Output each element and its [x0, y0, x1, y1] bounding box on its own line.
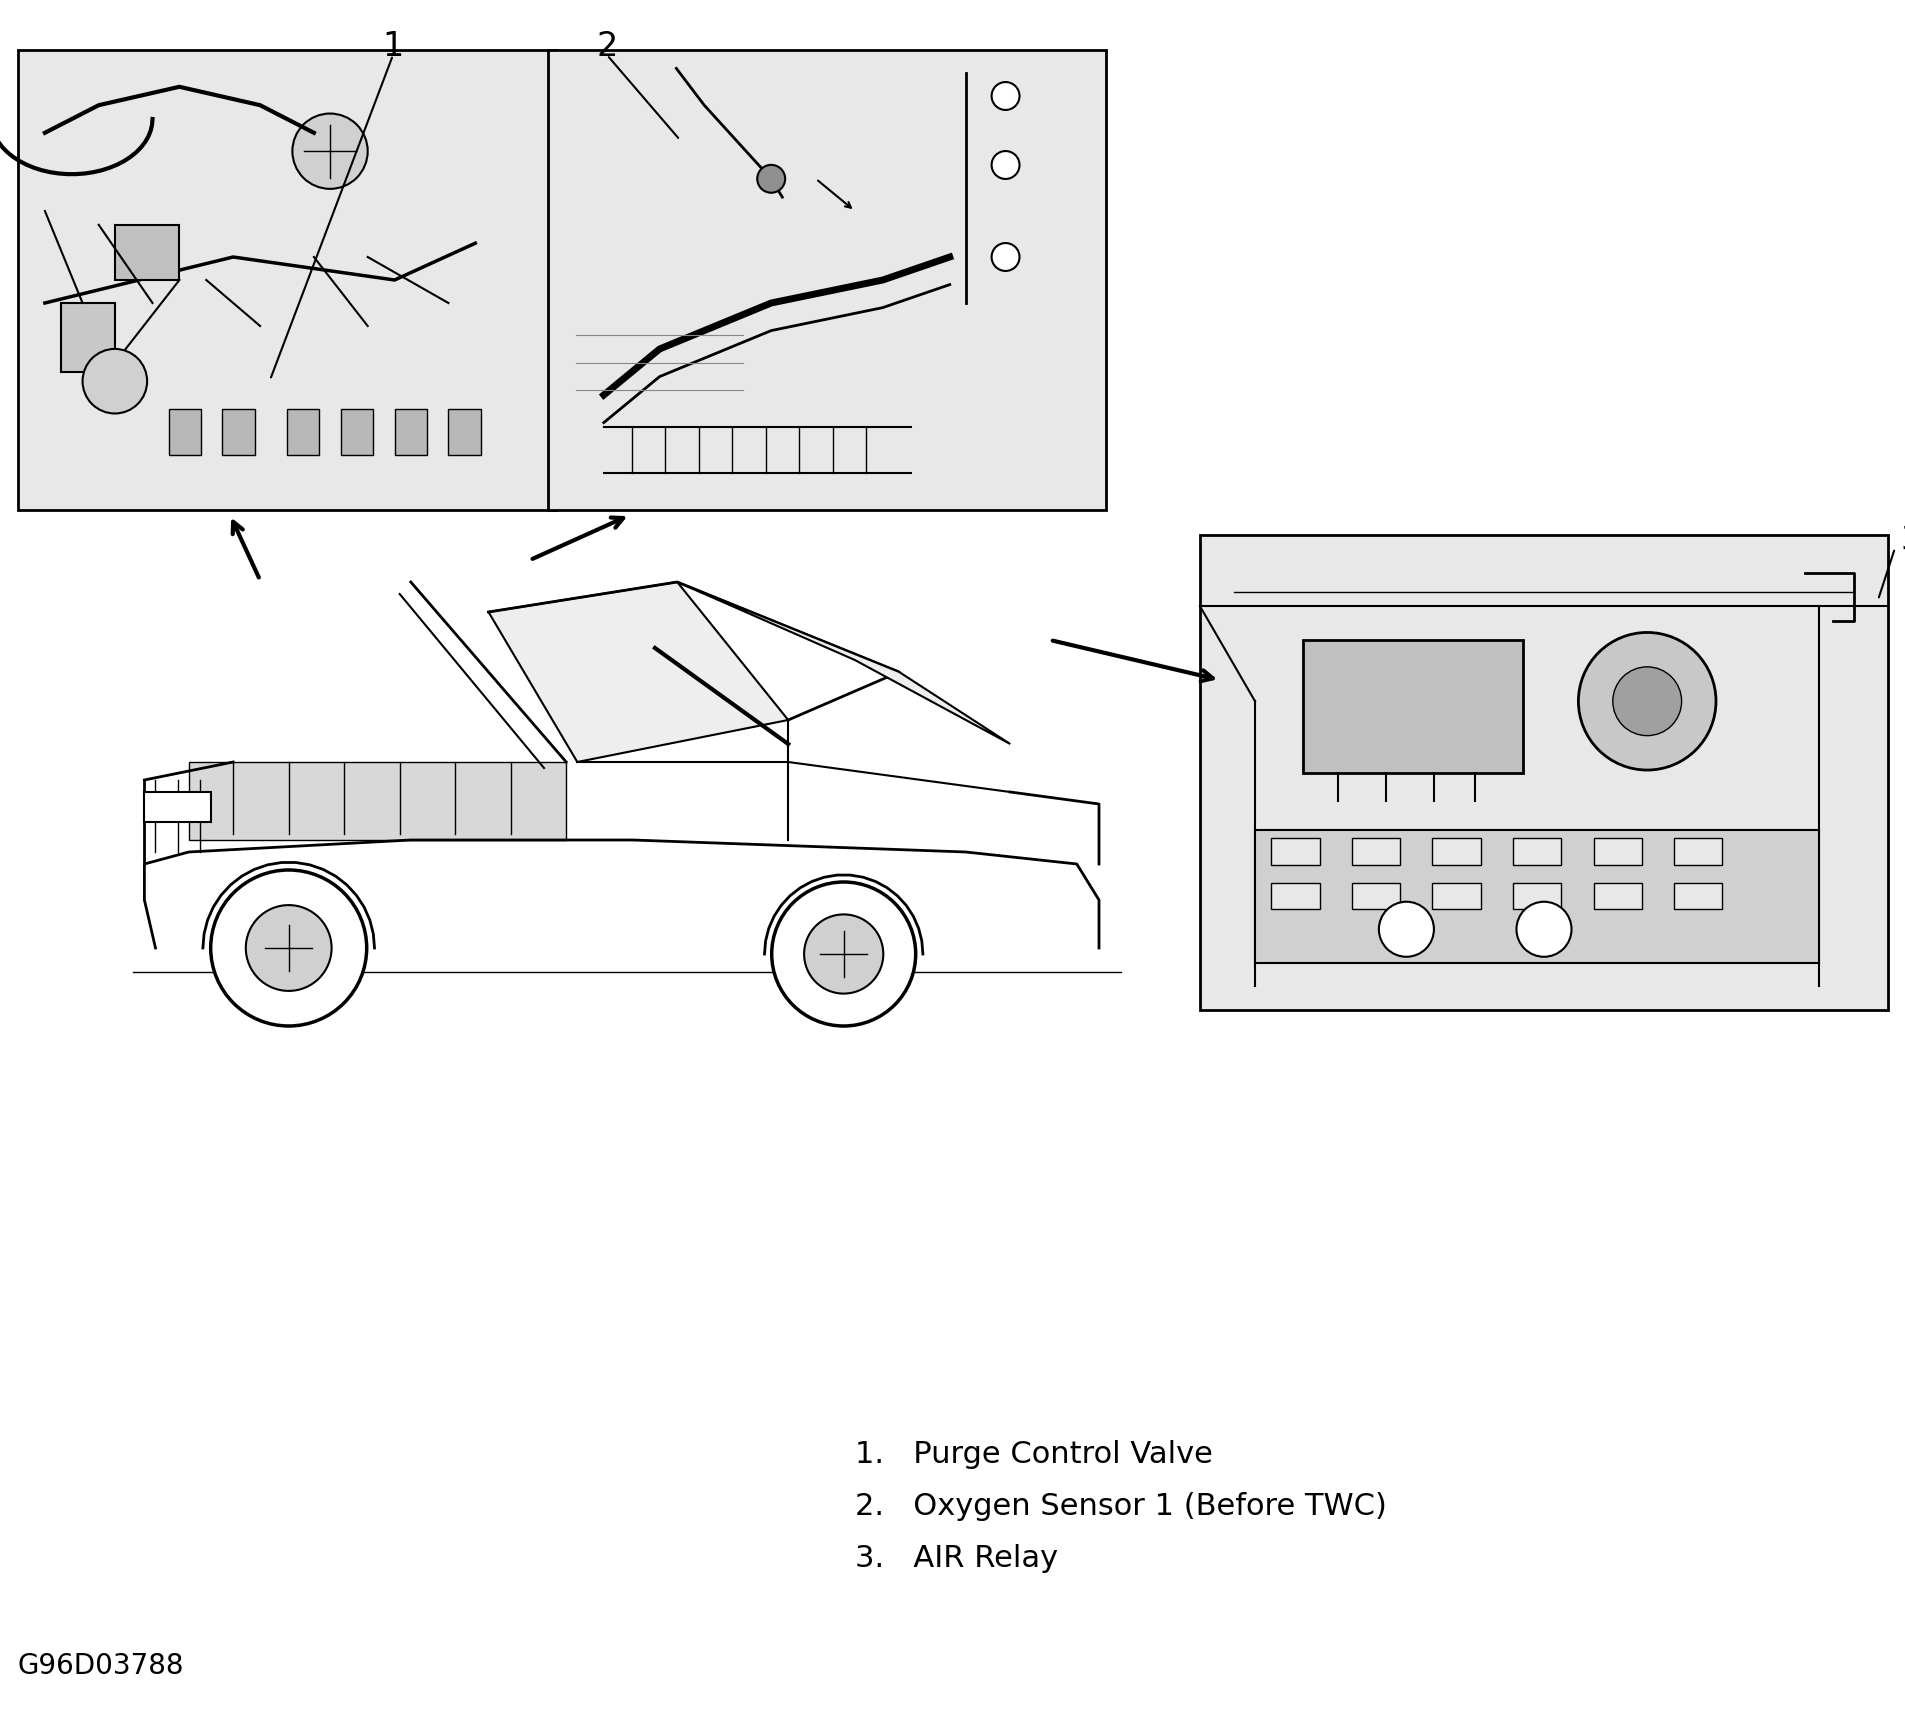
- Bar: [114, 224, 179, 281]
- Circle shape: [991, 243, 1019, 270]
- Text: 2.   Oxygen Sensor 1 (Before TWC): 2. Oxygen Sensor 1 (Before TWC): [855, 1491, 1387, 1520]
- Bar: [1673, 839, 1722, 865]
- Circle shape: [291, 113, 368, 188]
- Bar: [1303, 640, 1522, 772]
- Bar: [288, 409, 320, 455]
- Bar: [168, 409, 200, 455]
- Bar: [61, 303, 114, 372]
- Bar: [189, 762, 566, 841]
- Circle shape: [1516, 902, 1572, 957]
- Bar: [341, 409, 373, 455]
- Circle shape: [991, 151, 1019, 180]
- Bar: [1271, 883, 1318, 909]
- Polygon shape: [488, 582, 789, 762]
- Bar: [1431, 883, 1480, 909]
- Bar: [1593, 839, 1640, 865]
- Text: 2: 2: [596, 31, 617, 63]
- Text: G96D03788: G96D03788: [17, 1652, 185, 1679]
- Bar: [1200, 534, 1888, 1010]
- Bar: [1513, 883, 1560, 909]
- Circle shape: [1577, 632, 1714, 770]
- Text: 1: 1: [383, 31, 404, 63]
- Bar: [1351, 839, 1400, 865]
- Bar: [549, 50, 1105, 510]
- Circle shape: [246, 906, 331, 991]
- Bar: [1593, 883, 1640, 909]
- Circle shape: [1377, 902, 1433, 957]
- Circle shape: [756, 164, 785, 193]
- Circle shape: [804, 914, 882, 993]
- Bar: [1513, 839, 1560, 865]
- Bar: [223, 409, 255, 455]
- Bar: [1253, 830, 1817, 962]
- Bar: [1271, 839, 1318, 865]
- Circle shape: [211, 870, 366, 1025]
- Circle shape: [82, 349, 147, 414]
- Bar: [448, 409, 480, 455]
- Polygon shape: [676, 582, 1010, 745]
- Circle shape: [1612, 668, 1680, 736]
- Bar: [145, 793, 211, 822]
- Bar: [1431, 839, 1480, 865]
- Bar: [1351, 883, 1400, 909]
- Text: 3.   AIR Relay: 3. AIR Relay: [855, 1544, 1057, 1573]
- Text: 1.   Purge Control Valve: 1. Purge Control Valve: [855, 1440, 1212, 1469]
- Text: 3: 3: [1899, 524, 1905, 556]
- Bar: [17, 50, 556, 510]
- Bar: [394, 409, 427, 455]
- Circle shape: [772, 882, 914, 1025]
- Circle shape: [991, 82, 1019, 110]
- Bar: [1673, 883, 1722, 909]
